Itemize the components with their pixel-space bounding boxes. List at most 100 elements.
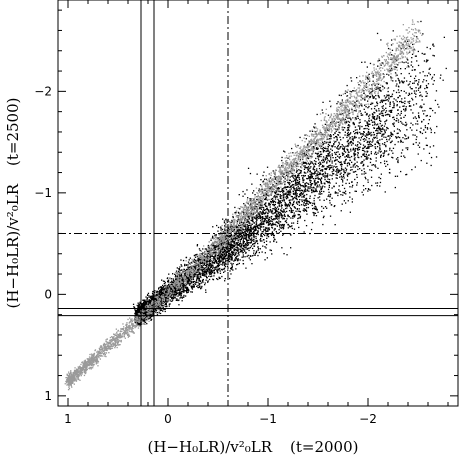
data-point <box>260 221 262 223</box>
data-point <box>288 216 290 218</box>
data-point <box>411 53 414 55</box>
data-point <box>317 176 319 178</box>
data-point <box>181 290 183 293</box>
data-point <box>248 222 250 224</box>
data-point <box>379 128 382 130</box>
data-point <box>244 256 246 258</box>
data-point <box>316 168 318 170</box>
data-point <box>376 118 378 120</box>
data-point <box>252 233 255 235</box>
data-point <box>376 101 378 103</box>
data-point <box>261 206 263 208</box>
data-point <box>348 110 350 112</box>
data-point <box>231 220 233 223</box>
data-point <box>373 136 375 139</box>
data-point <box>278 187 280 190</box>
data-point <box>308 176 310 178</box>
data-point <box>437 103 439 106</box>
data-point <box>200 282 203 284</box>
data-point <box>384 111 387 114</box>
data-point <box>412 124 414 126</box>
data-point <box>249 198 251 200</box>
data-point <box>390 135 393 137</box>
data-point <box>402 123 404 125</box>
data-point <box>323 150 326 152</box>
data-point <box>315 175 317 177</box>
data-point <box>275 209 277 212</box>
data-point <box>274 211 277 213</box>
data-point <box>301 199 303 201</box>
data-point <box>294 182 297 184</box>
data-point <box>163 280 166 283</box>
data-point <box>304 188 306 190</box>
data-point <box>307 182 309 185</box>
data-point <box>319 173 321 175</box>
data-point <box>312 172 314 175</box>
data-point <box>401 98 403 100</box>
data-point <box>413 48 415 50</box>
data-point <box>134 312 136 314</box>
data-point <box>322 161 324 164</box>
data-point <box>287 190 289 192</box>
data-point <box>206 268 208 270</box>
data-point <box>305 190 307 192</box>
data-point <box>229 245 231 247</box>
data-point <box>405 174 407 176</box>
data-point <box>220 268 223 271</box>
data-point <box>291 196 293 198</box>
data-point <box>374 123 376 125</box>
data-point <box>263 239 265 241</box>
data-point <box>422 81 424 83</box>
data-point <box>194 267 196 269</box>
data-point <box>304 154 306 156</box>
data-point <box>376 124 378 126</box>
data-point <box>213 246 216 248</box>
data-point <box>246 255 248 258</box>
data-point <box>245 235 247 237</box>
data-point <box>174 287 176 290</box>
data-point <box>368 144 370 146</box>
data-point <box>241 244 243 246</box>
data-point <box>268 228 271 231</box>
data-point <box>315 189 317 192</box>
data-point <box>248 237 250 239</box>
data-point <box>280 201 282 204</box>
data-point <box>352 149 354 151</box>
data-point <box>289 233 291 235</box>
data-point <box>343 150 346 152</box>
data-point <box>321 205 323 208</box>
data-point <box>267 224 269 226</box>
data-point <box>296 176 298 178</box>
data-point <box>218 264 220 266</box>
data-point <box>251 216 254 218</box>
data-point <box>228 235 230 238</box>
data-point <box>225 260 227 262</box>
data-point <box>324 157 326 159</box>
data-point <box>353 136 355 138</box>
data-point <box>161 293 164 296</box>
data-point <box>334 151 336 154</box>
data-point <box>281 214 283 216</box>
data-point <box>313 147 315 149</box>
data-point <box>217 266 219 268</box>
data-point <box>202 281 204 283</box>
data-point <box>212 270 214 272</box>
data-point <box>179 293 181 295</box>
data-point <box>288 210 291 212</box>
data-point <box>429 67 431 69</box>
data-point <box>334 224 336 226</box>
data-point <box>282 211 284 213</box>
data-point <box>238 194 240 196</box>
data-point <box>231 239 233 241</box>
data-point <box>281 195 283 197</box>
data-point <box>228 247 230 249</box>
data-point <box>199 280 202 283</box>
data-point <box>306 190 309 192</box>
data-point <box>371 184 373 187</box>
data-point <box>354 135 356 138</box>
data-point <box>251 218 253 220</box>
data-point <box>321 210 323 212</box>
data-point <box>241 256 243 258</box>
data-point <box>254 228 256 231</box>
data-point <box>415 138 417 141</box>
